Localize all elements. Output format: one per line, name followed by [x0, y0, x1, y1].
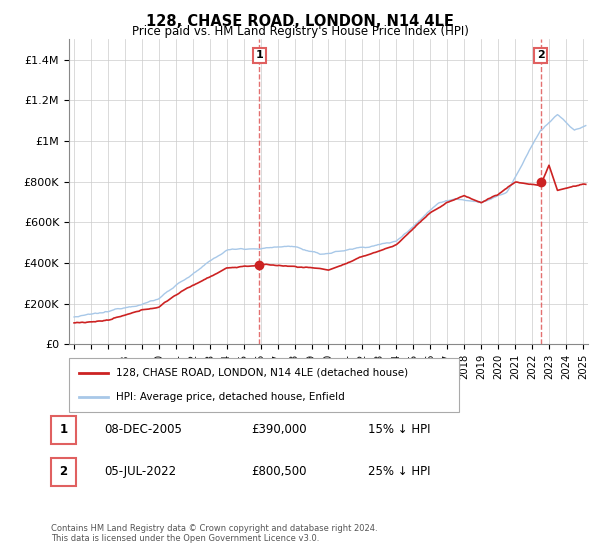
Text: HPI: Average price, detached house, Enfield: HPI: Average price, detached house, Enfi… — [116, 392, 344, 402]
Text: 2: 2 — [59, 465, 68, 478]
Text: Contains HM Land Registry data © Crown copyright and database right 2024.
This d: Contains HM Land Registry data © Crown c… — [51, 524, 377, 543]
Text: 25% ↓ HPI: 25% ↓ HPI — [368, 465, 430, 478]
Text: £390,000: £390,000 — [251, 423, 307, 436]
Text: Price paid vs. HM Land Registry's House Price Index (HPI): Price paid vs. HM Land Registry's House … — [131, 25, 469, 38]
Text: 128, CHASE ROAD, LONDON, N14 4LE: 128, CHASE ROAD, LONDON, N14 4LE — [146, 14, 454, 29]
Text: 1: 1 — [256, 50, 263, 60]
FancyBboxPatch shape — [51, 416, 76, 444]
Text: 15% ↓ HPI: 15% ↓ HPI — [368, 423, 430, 436]
Text: 128, CHASE ROAD, LONDON, N14 4LE (detached house): 128, CHASE ROAD, LONDON, N14 4LE (detach… — [116, 368, 408, 378]
Text: 05-JUL-2022: 05-JUL-2022 — [104, 465, 176, 478]
Text: 2: 2 — [536, 50, 544, 60]
Text: 1: 1 — [59, 423, 68, 436]
FancyBboxPatch shape — [51, 458, 76, 486]
FancyBboxPatch shape — [69, 358, 459, 412]
Text: £800,500: £800,500 — [251, 465, 307, 478]
Text: 08-DEC-2005: 08-DEC-2005 — [104, 423, 182, 436]
